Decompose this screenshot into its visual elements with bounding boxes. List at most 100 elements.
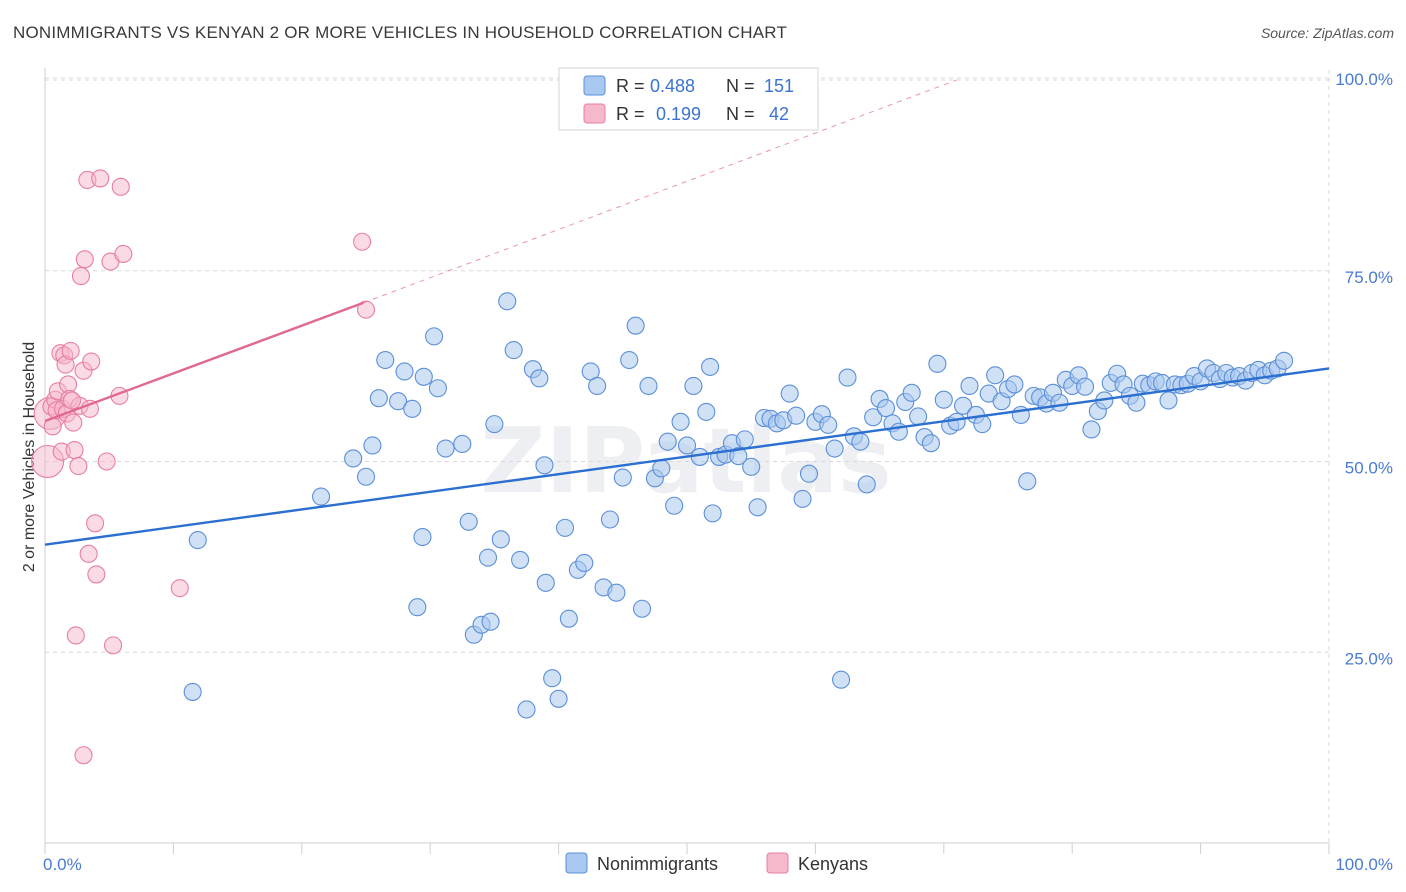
bottom-legend-swatch-nonimmigrants xyxy=(565,852,588,874)
point-kenyans-25 xyxy=(79,544,98,563)
point-nonimmigrants-8 xyxy=(389,392,408,411)
point-nonimmigrants-50 xyxy=(671,412,690,431)
legend-n-value-2: 42 xyxy=(769,104,789,124)
point-nonimmigrants-4 xyxy=(356,467,376,486)
point-nonimmigrants-30 xyxy=(543,669,562,688)
point-nonimmigrants-97 xyxy=(973,415,992,434)
point-nonimmigrants-48 xyxy=(658,432,677,451)
point-nonimmigrants-12 xyxy=(414,367,433,386)
point-nonimmigrants-25 xyxy=(511,550,530,569)
point-nonimmigrants-90 xyxy=(928,354,947,373)
point-kenyans-33 xyxy=(104,636,123,655)
point-nonimmigrants-33 xyxy=(559,609,578,628)
point-nonimmigrants-1 xyxy=(188,531,207,550)
point-nonimmigrants-102 xyxy=(1005,375,1024,394)
point-nonimmigrants-6 xyxy=(369,389,388,408)
point-nonimmigrants-55 xyxy=(703,504,722,523)
point-kenyans-40 xyxy=(356,300,376,319)
point-nonimmigrants-99 xyxy=(986,366,1005,385)
point-nonimmigrants-9 xyxy=(395,362,414,381)
point-nonimmigrants-0 xyxy=(183,682,202,701)
point-nonimmigrants-43 xyxy=(626,316,645,335)
trend-line-kenyans xyxy=(44,301,364,423)
point-nonimmigrants-7 xyxy=(376,350,395,370)
point-nonimmigrants-80 xyxy=(864,408,883,427)
point-nonimmigrants-94 xyxy=(954,396,973,415)
point-nonimmigrants-35 xyxy=(575,553,594,573)
point-nonimmigrants-29 xyxy=(536,573,555,592)
point-kenyans-29 xyxy=(87,565,106,584)
point-nonimmigrants-82 xyxy=(876,399,896,418)
point-nonimmigrants-21 xyxy=(485,415,504,434)
point-nonimmigrants-104 xyxy=(1018,472,1037,491)
point-nonimmigrants-39 xyxy=(600,510,620,529)
point-kenyans-27 xyxy=(82,352,101,371)
point-nonimmigrants-67 xyxy=(780,384,799,403)
legend-n-label-1: N = xyxy=(726,76,755,96)
point-nonimmigrants-73 xyxy=(819,415,838,434)
bottom-legend: Nonimmigrants Kenyans xyxy=(565,852,868,874)
point-nonimmigrants-147 xyxy=(701,357,720,376)
legend-n-value-1: 151 xyxy=(764,76,794,96)
point-nonimmigrants-113 xyxy=(1075,377,1095,396)
chart-title: NONIMMIGRANTS VS KENYAN 2 OR MORE VEHICL… xyxy=(13,23,787,42)
point-nonimmigrants-23 xyxy=(498,292,517,311)
trend-line-nonimmigrants xyxy=(44,367,1330,546)
point-nonimmigrants-10 xyxy=(403,399,422,418)
legend-r-label-1: R = xyxy=(616,76,645,96)
point-nonimmigrants-62 xyxy=(748,498,767,517)
series-nonimmigrants xyxy=(183,292,1294,719)
point-kenyans-17 xyxy=(65,441,84,460)
legend-swatch-kenyans xyxy=(583,103,606,124)
point-nonimmigrants-89 xyxy=(921,434,941,453)
point-nonimmigrants-15 xyxy=(436,439,455,458)
point-nonimmigrants-49 xyxy=(665,496,684,515)
point-nonimmigrants-144 xyxy=(1275,351,1294,370)
point-nonimmigrants-26 xyxy=(517,700,536,719)
bottom-legend-nonimmigrants: Nonimmigrants xyxy=(597,854,718,874)
point-nonimmigrants-87 xyxy=(909,407,928,426)
point-nonimmigrants-60 xyxy=(735,430,754,449)
point-nonimmigrants-148 xyxy=(535,456,554,475)
point-nonimmigrants-13 xyxy=(425,327,444,346)
y-tick-label-50: 50.0% xyxy=(1345,459,1393,478)
point-nonimmigrants-74 xyxy=(825,439,844,458)
point-nonimmigrants-93 xyxy=(947,412,966,431)
point-kenyans-26 xyxy=(80,399,99,418)
y-tick-label-75: 75.0% xyxy=(1345,268,1393,287)
y-tick-label-25: 25.0% xyxy=(1345,649,1393,668)
point-kenyans-31 xyxy=(97,452,116,471)
point-nonimmigrants-47 xyxy=(652,459,671,478)
point-kenyans-36 xyxy=(114,244,133,264)
point-kenyans-35 xyxy=(111,177,130,196)
point-kenyans-30 xyxy=(91,169,110,188)
point-kenyans-16 xyxy=(64,413,83,432)
point-nonimmigrants-75 xyxy=(832,670,851,689)
series-kenyans xyxy=(31,169,376,765)
y-axis-label: 2 or more Vehicles in Household xyxy=(21,342,38,572)
x-tick-label-min: 0.0% xyxy=(43,855,82,874)
trend-lines xyxy=(44,79,1330,546)
legend-r-value-1: 0.488 xyxy=(650,76,695,96)
x-tick-labels: 0.0% 100.0% xyxy=(43,855,1393,874)
point-nonimmigrants-28 xyxy=(530,369,549,388)
point-nonimmigrants-14 xyxy=(428,379,447,398)
bottom-legend-kenyans: Kenyans xyxy=(798,854,868,874)
point-nonimmigrants-126 xyxy=(1159,391,1178,410)
point-kenyans-38 xyxy=(74,746,93,765)
point-nonimmigrants-68 xyxy=(787,406,806,425)
point-nonimmigrants-78 xyxy=(851,432,870,451)
point-nonimmigrants-22 xyxy=(491,530,510,549)
point-nonimmigrants-95 xyxy=(960,376,979,396)
chart-source: Source: ZipAtlas.com xyxy=(1261,25,1394,41)
bottom-legend-swatch-kenyans xyxy=(766,852,789,874)
point-nonimmigrants-16 xyxy=(453,434,472,454)
point-nonimmigrants-76 xyxy=(838,368,857,387)
point-nonimmigrants-3 xyxy=(344,449,363,468)
point-nonimmigrants-114 xyxy=(1082,420,1101,439)
point-nonimmigrants-37 xyxy=(588,376,607,396)
point-kenyans-18 xyxy=(66,626,85,645)
point-nonimmigrants-79 xyxy=(857,475,876,494)
point-nonimmigrants-109 xyxy=(1050,393,1069,412)
